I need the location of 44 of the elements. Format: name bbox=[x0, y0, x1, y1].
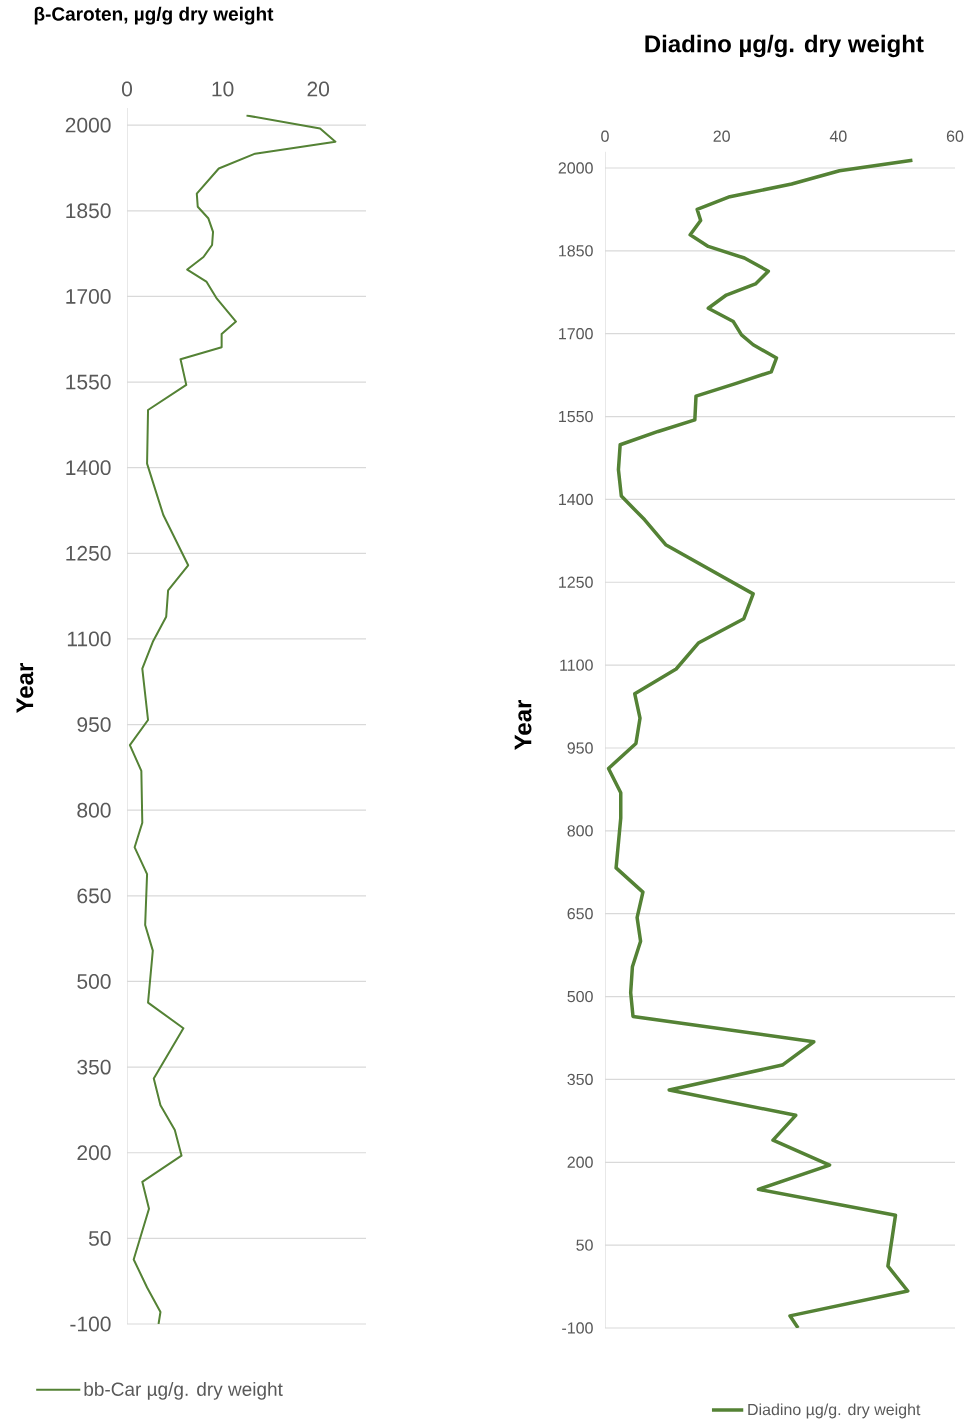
x-tick-label: 0 bbox=[601, 130, 609, 142]
y-tick-label: 1250 bbox=[66, 545, 111, 561]
y-tick-label: 350 bbox=[567, 1073, 593, 1086]
legend-label: bb-Car µg/g. dry weight bbox=[84, 1382, 283, 1400]
y-tick-label: 500 bbox=[567, 990, 593, 1003]
y-tick-label: 950 bbox=[77, 717, 111, 732]
y-tick-label: 200 bbox=[77, 1145, 111, 1161]
y-tick-label: 2000 bbox=[65, 117, 111, 133]
x-tick-label: 40 bbox=[829, 130, 847, 142]
y-axis-title: Year bbox=[16, 663, 34, 713]
x-tick-label: 10 bbox=[212, 81, 234, 97]
x-tick-label: 20 bbox=[307, 81, 330, 97]
y-tick-label: 1250 bbox=[559, 576, 593, 588]
y-tick-label: 1700 bbox=[66, 288, 111, 304]
chart-title: Diadino µg/g. dry weight bbox=[645, 34, 924, 58]
x-tick-label: 20 bbox=[713, 130, 730, 142]
y-axis-title: Year bbox=[514, 700, 532, 750]
y-tick-label: 200 bbox=[567, 1156, 593, 1168]
x-tick-label: 0 bbox=[121, 81, 133, 97]
y-tick-label: 1100 bbox=[560, 659, 593, 671]
line-series bbox=[606, 158, 915, 1328]
y-tick-label: 650 bbox=[77, 888, 111, 904]
y-tick-label: 50 bbox=[576, 1239, 593, 1251]
y-tick-label: 500 bbox=[77, 974, 111, 989]
y-tick-label: -100 bbox=[562, 1322, 593, 1334]
y-tick-label: 650 bbox=[567, 908, 593, 920]
chart-title: β-Caroten, µg/g dry weight bbox=[34, 6, 274, 25]
y-tick-label: -100 bbox=[70, 1316, 111, 1332]
y-tick-label: 1550 bbox=[66, 374, 111, 390]
y-tick-label: 2000 bbox=[558, 162, 593, 174]
y-tick-label: 1550 bbox=[559, 410, 593, 423]
y-tick-label: 950 bbox=[567, 742, 593, 754]
y-tick-label: 1850 bbox=[559, 245, 593, 257]
y-tick-label: 50 bbox=[88, 1230, 111, 1246]
y-tick-label: 800 bbox=[567, 825, 593, 837]
y-tick-label: 1400 bbox=[66, 460, 111, 476]
legend-label: Diadino µg/g. dry weight bbox=[748, 1403, 921, 1419]
y-tick-label: 1850 bbox=[66, 203, 111, 219]
y-tick-label: 350 bbox=[77, 1059, 111, 1075]
y-tick-label: 1700 bbox=[559, 328, 593, 340]
y-tick-label: 1100 bbox=[67, 631, 111, 647]
x-tick-label: 60 bbox=[946, 130, 964, 142]
y-tick-label: 1400 bbox=[559, 493, 593, 506]
y-tick-label: 800 bbox=[77, 802, 111, 818]
